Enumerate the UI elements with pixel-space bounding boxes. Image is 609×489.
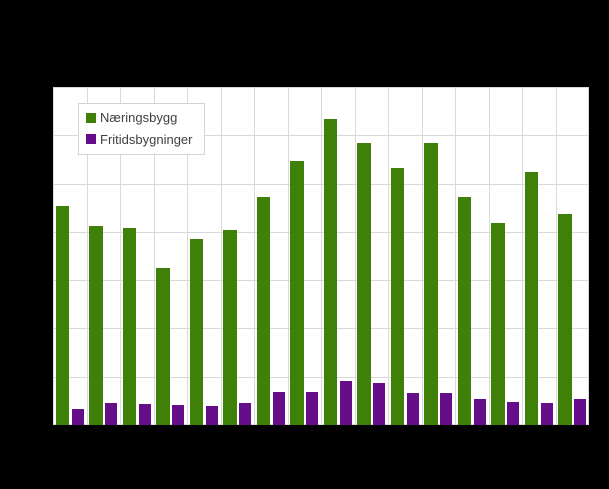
bar-naeringsbygg bbox=[55, 205, 70, 425]
legend-swatch-fritidsbygninger-icon bbox=[86, 134, 96, 145]
bar-naeringsbygg bbox=[390, 168, 405, 425]
bar-fritidsbygninger bbox=[440, 393, 453, 425]
bar-fritidsbygninger bbox=[540, 403, 553, 425]
bar-fritidsbygninger bbox=[205, 406, 218, 425]
bar-naeringsbygg bbox=[89, 225, 103, 425]
bar-fritidsbygninger bbox=[473, 399, 486, 425]
bar-naeringsbygg bbox=[156, 267, 170, 425]
bar-naeringsbygg bbox=[323, 118, 338, 425]
plot-area: Næringsbygg Fritidsbygninger bbox=[53, 87, 589, 425]
gridline-v bbox=[488, 87, 490, 425]
bar-fritidsbygninger bbox=[507, 401, 520, 425]
bar-naeringsbygg bbox=[223, 230, 237, 425]
gridline-v bbox=[254, 87, 255, 425]
gridline-v bbox=[588, 87, 589, 425]
gridline-v bbox=[555, 87, 557, 425]
gridline-v bbox=[153, 87, 155, 425]
bar-fritidsbygninger bbox=[306, 391, 319, 425]
legend: Næringsbygg Fritidsbygninger bbox=[78, 103, 205, 156]
bar-naeringsbygg bbox=[256, 196, 271, 425]
bar-fritidsbygninger bbox=[373, 383, 386, 425]
bar-naeringsbygg bbox=[424, 142, 438, 425]
bar-naeringsbygg bbox=[122, 227, 137, 425]
gridline-v bbox=[120, 87, 121, 425]
gridline-v bbox=[220, 87, 222, 425]
bar-naeringsbygg bbox=[457, 197, 472, 425]
legend-item-fritidsbygninger: Fritidsbygninger bbox=[86, 132, 193, 148]
bar-fritidsbygninger bbox=[138, 404, 151, 425]
gridline-v bbox=[455, 87, 456, 425]
bar-fritidsbygninger bbox=[339, 381, 352, 425]
gridline-v bbox=[321, 87, 322, 425]
bar-fritidsbygninger bbox=[574, 399, 587, 425]
gridline-v bbox=[522, 87, 523, 425]
bar-fritidsbygninger bbox=[172, 405, 185, 425]
bar-fritidsbygninger bbox=[406, 392, 419, 425]
bar-fritidsbygninger bbox=[105, 402, 118, 425]
bar-naeringsbygg bbox=[290, 160, 304, 425]
gridline-v bbox=[388, 87, 389, 425]
legend-item-naeringsbygg: Næringsbygg bbox=[86, 110, 193, 126]
gridline-v bbox=[287, 87, 289, 425]
legend-label-naeringsbygg: Næringsbygg bbox=[100, 110, 178, 125]
bar-naeringsbygg bbox=[189, 239, 204, 425]
gridline-v bbox=[86, 87, 88, 425]
bar-naeringsbygg bbox=[357, 142, 371, 425]
bar-fritidsbygninger bbox=[239, 403, 252, 425]
gridline-v bbox=[187, 87, 188, 425]
gridline-v bbox=[421, 87, 423, 425]
bar-naeringsbygg bbox=[558, 214, 572, 425]
bar-naeringsbygg bbox=[491, 223, 505, 425]
legend-swatch-naeringsbygg-icon bbox=[86, 112, 96, 123]
legend-label-fritidsbygninger: Fritidsbygninger bbox=[100, 131, 193, 147]
bar-naeringsbygg bbox=[524, 171, 539, 425]
bar-fritidsbygninger bbox=[272, 391, 285, 425]
bar-fritidsbygninger bbox=[71, 409, 84, 425]
gridline-v bbox=[354, 87, 356, 425]
gridline-v bbox=[53, 87, 54, 425]
